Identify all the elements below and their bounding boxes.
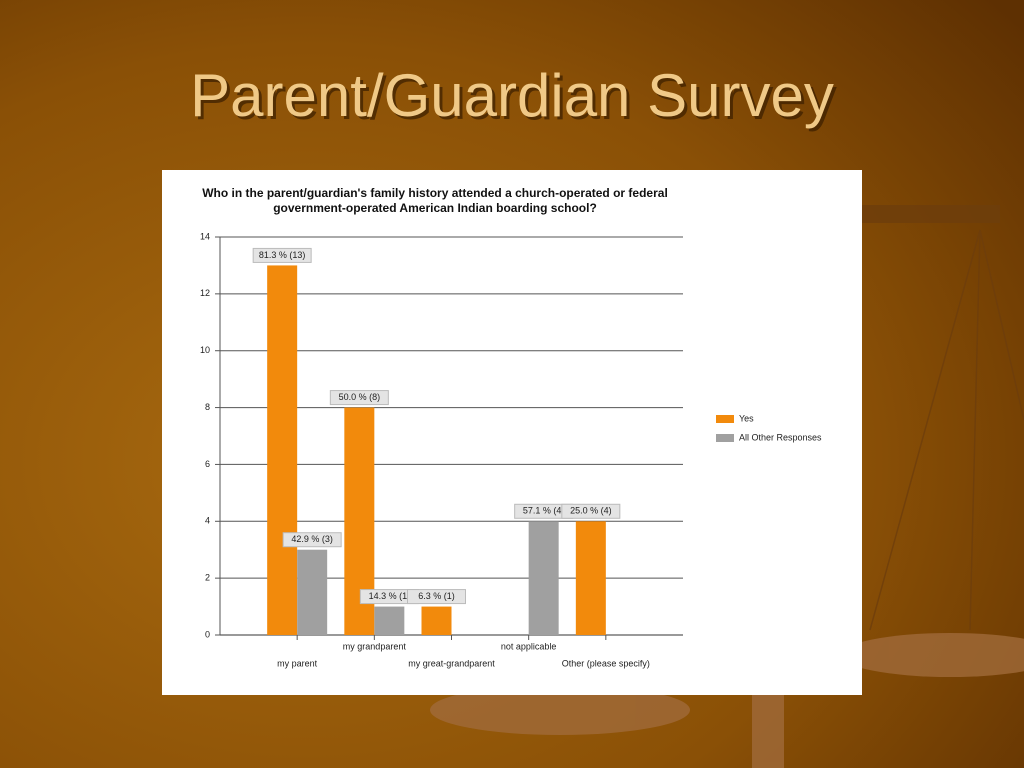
scale-decoration	[430, 205, 1024, 768]
bar	[374, 606, 405, 635]
value-label: 81.3 % (13)	[259, 250, 306, 260]
y-tick-label: 8	[205, 402, 210, 412]
x-tick-label: my parent	[277, 658, 318, 668]
bar	[267, 265, 298, 635]
y-tick-label: 14	[200, 231, 210, 241]
x-tick-label: my grandparent	[343, 641, 407, 651]
legend-swatch	[716, 415, 734, 423]
bar	[528, 521, 559, 635]
y-tick-label: 0	[205, 629, 210, 639]
value-label: 42.9 % (3)	[291, 534, 333, 544]
value-label-bg	[329, 390, 389, 406]
value-label-bg	[407, 589, 466, 605]
x-tick-label: Other (please specify)	[562, 658, 650, 668]
value-label: 25.0 % (4)	[570, 506, 612, 516]
slide-title: Parent/Guardian Survey	[190, 62, 834, 129]
value-label: 57.1 % (4)	[523, 506, 565, 516]
bar	[297, 549, 328, 635]
x-tick-label: my great-grandparent	[408, 658, 495, 668]
y-tick-label: 4	[205, 516, 210, 526]
x-tick-label: not applicable	[501, 641, 557, 651]
value-label-bg	[252, 247, 312, 263]
legend-swatch	[716, 434, 734, 442]
y-tick-label: 2	[205, 573, 210, 583]
slide-title-shadow: Parent/Guardian Survey	[193, 65, 837, 132]
bar	[421, 606, 452, 635]
bar	[575, 521, 606, 635]
y-tick-label: 12	[200, 288, 210, 298]
value-label: 6.3 % (1)	[418, 591, 455, 601]
value-label-bg	[282, 532, 342, 548]
value-label-bg	[561, 503, 621, 519]
value-label: 14.3 % (1)	[369, 591, 411, 601]
value-label: 50.0 % (8)	[339, 392, 381, 402]
legend-label: Yes	[739, 413, 754, 423]
y-tick-label: 10	[200, 345, 210, 355]
y-tick-label: 6	[205, 459, 210, 469]
legend-label: All Other Responses	[739, 432, 822, 442]
chart-title: Who in the parent/guardian's family hist…	[202, 186, 668, 215]
